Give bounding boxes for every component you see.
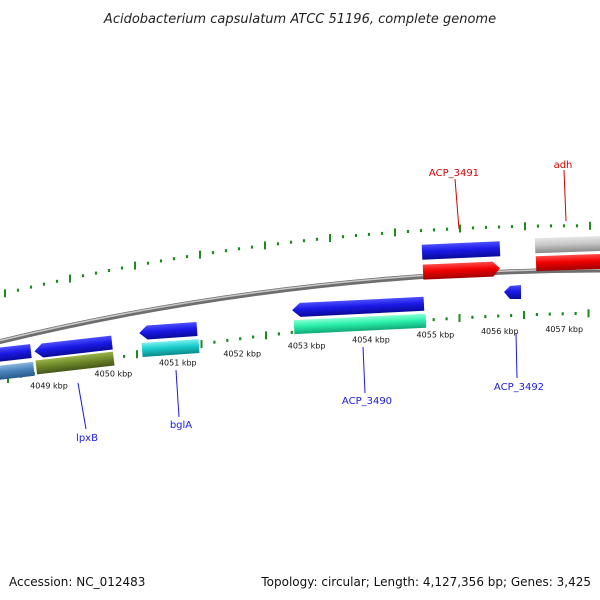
scale-label: 4049 kbp bbox=[30, 382, 68, 391]
accession-text: Accession: NC_012483 bbox=[9, 575, 145, 589]
gene-bgla-cds[interactable] bbox=[139, 322, 198, 340]
scale-label: 4053 kbp bbox=[288, 342, 326, 351]
gene-left-edge-feature[interactable] bbox=[0, 361, 35, 381]
gene-lpxb-cds[interactable] bbox=[34, 335, 113, 359]
gene-label-acp-3491[interactable]: ACP_3491 bbox=[429, 168, 479, 179]
gene-acp-3492-cds[interactable] bbox=[504, 285, 521, 299]
gene-adh-cds[interactable] bbox=[534, 235, 600, 254]
leader-lpxb bbox=[77, 382, 87, 430]
leader-acp-3491 bbox=[454, 178, 460, 230]
leader-acp-3492 bbox=[515, 332, 518, 379]
gene-label-lpxb[interactable]: lpxB bbox=[76, 433, 98, 444]
outer-tick-marks bbox=[4, 221, 591, 298]
map-title: Acidobacterium capsulatum ATCC 51196, co… bbox=[103, 12, 496, 27]
leader-bgla bbox=[175, 369, 180, 418]
scale-label: 4054 kbp bbox=[352, 335, 390, 344]
scale-label: 4056 kbp bbox=[481, 327, 519, 336]
gene-label-acp-3490[interactable]: ACP_3490 bbox=[342, 396, 392, 407]
genome-backbone bbox=[0, 267, 600, 345]
gene-acp-3490-cds[interactable] bbox=[292, 296, 425, 317]
scale-label: 4055 kbp bbox=[417, 331, 455, 340]
topology-summary-text: Topology: circular; Length: 4,127,356 bp… bbox=[260, 575, 591, 589]
scale-labels: 4049 kbp 4050 kbp 4051 kbp 4052 kbp 4053 kbp… bbox=[30, 325, 583, 391]
gene-label-acp-3492[interactable]: ACP_3492 bbox=[494, 382, 544, 393]
gene-lpxb-feature[interactable] bbox=[35, 351, 115, 375]
gene-adh-feature[interactable] bbox=[535, 253, 600, 272]
scale-label: 4052 kbp bbox=[223, 349, 261, 358]
gene-label-bgla[interactable]: bglA bbox=[170, 420, 192, 431]
scale-label: 4057 kbp bbox=[545, 325, 583, 334]
gene-bgla-feature[interactable] bbox=[141, 339, 200, 358]
scale-label: 4050 kbp bbox=[95, 369, 133, 378]
genome-backbone-highlight bbox=[0, 268, 600, 342]
scale-label: 4051 kbp bbox=[159, 359, 197, 368]
gene-acp-3490-feature[interactable] bbox=[293, 313, 427, 335]
leader-acp-3490 bbox=[362, 346, 366, 394]
gene-acp-3491-cds[interactable] bbox=[421, 241, 501, 260]
gene-left-edge-cds[interactable] bbox=[0, 344, 32, 363]
gene-acp-3491-feature[interactable] bbox=[422, 261, 501, 280]
leader-adh bbox=[563, 169, 567, 222]
gene-label-adh[interactable]: adh bbox=[554, 160, 573, 171]
